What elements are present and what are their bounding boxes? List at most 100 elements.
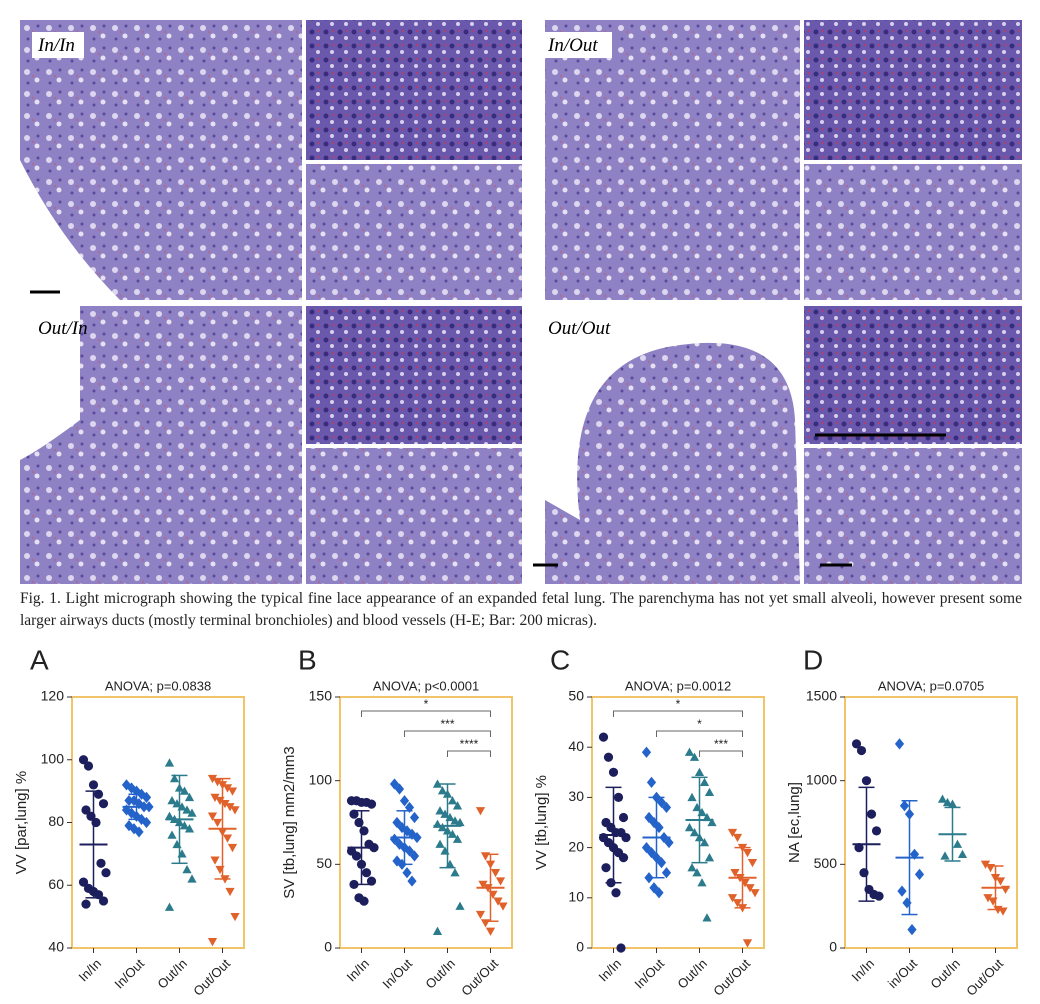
data-point	[78, 877, 89, 887]
data-point	[745, 884, 755, 893]
data-point	[616, 943, 626, 953]
y-tick-label: 30	[568, 788, 584, 804]
plot-frame	[591, 696, 765, 949]
data-point	[985, 864, 996, 873]
data-point	[894, 738, 905, 750]
y-axis-label: VV [tb,lung] %	[533, 775, 550, 870]
data-point	[687, 863, 697, 872]
data-point	[222, 784, 233, 793]
y-tick-label: 0	[576, 939, 584, 955]
panel-letter: A	[30, 644, 49, 675]
data-point	[866, 809, 877, 819]
data-point	[435, 839, 445, 848]
y-tick-label: 500	[814, 855, 838, 871]
data-point	[498, 902, 508, 911]
data-point	[101, 868, 111, 878]
micrographs: In/In In/Out Out/In Out/Out	[20, 20, 1022, 584]
data-point	[184, 792, 195, 802]
x-tick-label: In/In	[849, 956, 877, 984]
data-point	[618, 853, 629, 863]
significance-label: *	[424, 697, 429, 711]
y-tick-label: 60	[48, 876, 64, 892]
panel-label: Out/Out	[548, 318, 611, 339]
y-axis-label: SV [tb,lung] mm2/mm3	[281, 746, 298, 899]
x-tick-label: Out/Out	[190, 956, 233, 999]
data-point	[450, 868, 460, 877]
data-point	[164, 758, 175, 767]
data-point	[914, 868, 925, 880]
data-point	[81, 899, 91, 909]
data-point	[409, 811, 420, 824]
significance-label: ***	[440, 717, 454, 731]
data-point	[661, 801, 672, 814]
chart-title: ANOVA; p=0.0012	[625, 678, 731, 693]
data-point	[475, 807, 486, 816]
y-axis-label: VV [par,lung] %	[13, 771, 30, 874]
data-point	[179, 821, 190, 830]
data-point	[856, 745, 867, 756]
data-point	[704, 787, 715, 797]
data-point	[730, 869, 740, 878]
data-point	[435, 806, 445, 815]
panel-out-in	[20, 306, 522, 584]
data-point	[661, 867, 672, 879]
data-point	[222, 834, 233, 843]
data-point	[359, 896, 369, 906]
data-point	[167, 795, 177, 805]
data-point	[861, 776, 872, 786]
panel-label: Out/In	[38, 318, 88, 339]
y-tick-label: 40	[568, 738, 584, 754]
y-tick-label: 50	[568, 688, 584, 704]
figure-caption: Fig. 1. Light micrograph showing the typ…	[20, 590, 1022, 629]
data-point	[164, 811, 175, 820]
data-point	[952, 839, 963, 848]
data-point	[727, 828, 738, 838]
panel-label: In/In	[37, 35, 75, 56]
data-point	[207, 938, 218, 947]
y-tick-label: 0	[324, 939, 332, 955]
data-point	[699, 777, 710, 787]
data-point	[184, 824, 195, 833]
x-tick-label: Out/Out	[458, 956, 501, 999]
data-point	[225, 803, 235, 812]
data-point	[366, 876, 377, 886]
data-point	[93, 789, 104, 799]
data-point	[182, 805, 192, 814]
data-point	[957, 849, 968, 858]
data-point	[480, 919, 491, 928]
data-point	[361, 868, 372, 878]
panel-letter: D	[803, 644, 823, 675]
data-point	[495, 877, 506, 886]
data-point	[88, 780, 99, 790]
data-point	[432, 926, 443, 935]
x-tick-label: In/Out	[379, 956, 415, 992]
x-tick-label: In/In	[76, 956, 104, 984]
data-point	[366, 799, 377, 809]
y-tick-label: 120	[41, 688, 65, 704]
data-point	[455, 901, 465, 910]
data-point	[947, 799, 958, 808]
data-point	[998, 907, 1008, 916]
x-tick-label: Out/Out	[710, 956, 753, 999]
data-point	[478, 880, 488, 890]
data-point	[699, 837, 710, 847]
data-point	[167, 830, 177, 839]
data-point	[437, 822, 448, 832]
data-point	[684, 747, 695, 756]
data-point	[455, 817, 465, 827]
data-point	[874, 891, 884, 901]
data-point	[437, 786, 448, 795]
data-point	[899, 800, 910, 812]
data-point	[684, 822, 695, 832]
data-point	[742, 848, 753, 858]
data-point	[493, 897, 503, 906]
data-point	[182, 864, 192, 874]
data-point	[727, 894, 738, 903]
data-point	[480, 852, 491, 861]
data-point	[750, 889, 760, 898]
y-tick-label: 40	[48, 939, 64, 955]
data-point	[907, 923, 917, 936]
significance-label: ****	[460, 737, 479, 751]
